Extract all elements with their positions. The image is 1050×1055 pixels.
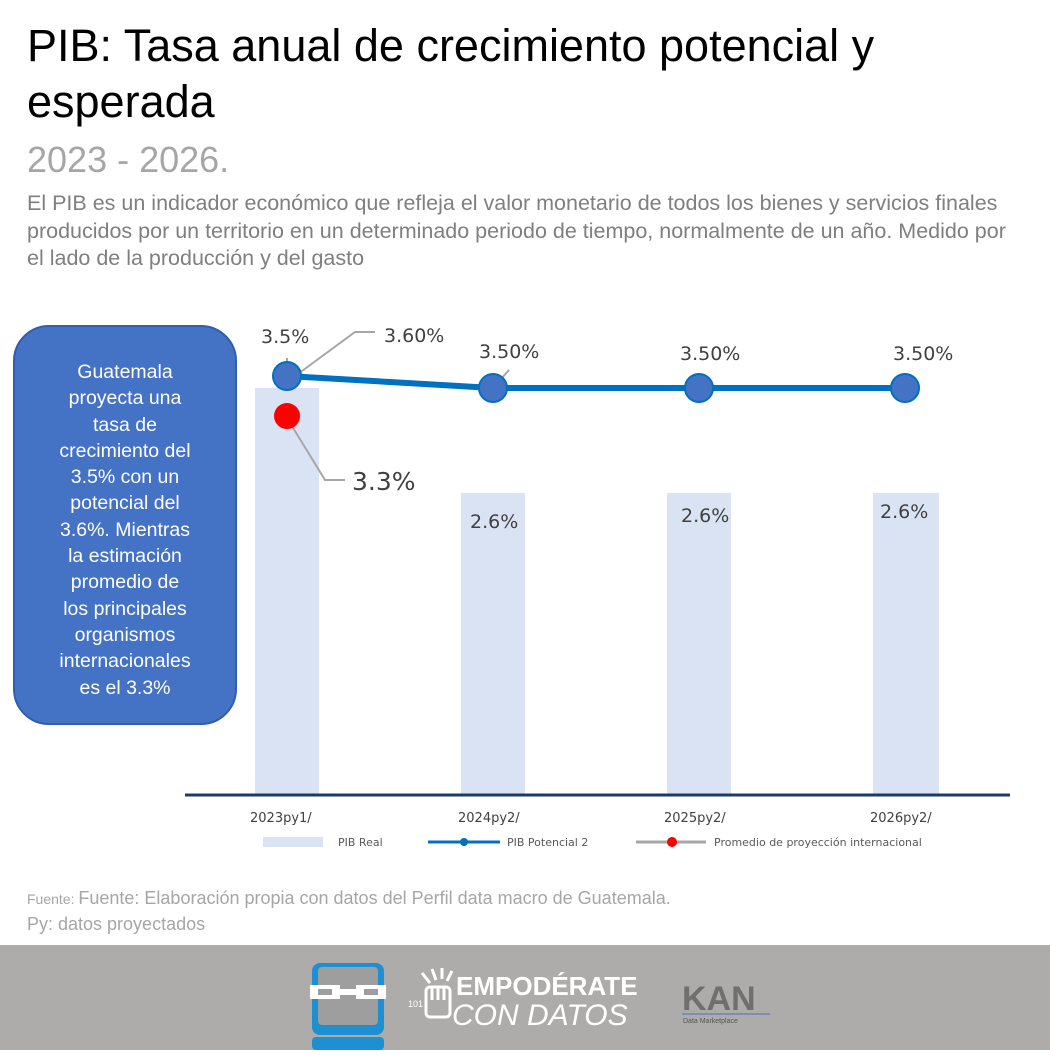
legend-swatch-bar	[263, 837, 323, 847]
logo-line1: EMPODÉRATE	[456, 971, 638, 1001]
bar-label-2023: 3.5%	[261, 326, 309, 348]
legend: PIB Real PIB Potencial 2 Promedio de pro…	[263, 836, 922, 849]
bar-label-2026: 2.6%	[880, 501, 928, 523]
legend-marker-blue	[460, 838, 468, 846]
footer-logos: 101 EMPODÉRATE CON DATOS KAN Data Market…	[310, 963, 770, 1050]
potencial-line	[286, 373, 905, 391]
potencial-label-2024: 3.50%	[479, 341, 539, 363]
bar-2024	[461, 493, 525, 795]
promedio-marker-2023	[274, 403, 300, 429]
potencial-label-2025: 3.50%	[680, 343, 740, 365]
binary-digits: 101	[408, 999, 423, 1009]
bar-2023	[255, 388, 319, 795]
leader-line	[286, 331, 375, 383]
logo-line2: CON DATOS	[452, 999, 628, 1032]
callout-line: es el 3.3%	[79, 676, 171, 699]
robot-mascot-icon	[310, 963, 386, 1050]
legend-label-promedio: Promedio de proyección internacional	[714, 836, 922, 849]
footer-banner: 101 EMPODÉRATE CON DATOS KAN Data Market…	[0, 945, 1050, 1050]
callout-line: 3.5% con un	[70, 466, 180, 489]
description: El PIB es un indicador económico que ref…	[27, 191, 1006, 270]
callout-line: organismos	[74, 623, 176, 646]
legend-label-pib-potencial: PIB Potencial 2	[507, 836, 588, 849]
callout-line: potencial del	[70, 492, 180, 515]
potencial-marker-2024	[478, 373, 508, 403]
callout-line: la estimación	[68, 545, 182, 568]
legend-label-pib-real: PIB Real	[338, 836, 383, 849]
page-title: PIB: Tasa anual de crecimiento potencial…	[27, 20, 875, 127]
potencial-marker-2026	[890, 373, 920, 403]
potencial-label-2023: 3.60%	[384, 325, 444, 347]
callout-line: promedio de	[70, 571, 180, 594]
source-text: Fuente: Elaboración propia con datos del…	[78, 888, 671, 908]
fist-icon	[420, 968, 454, 1019]
leader-line	[286, 417, 345, 481]
callout-line: Guatemala	[77, 361, 173, 383]
callout-line: los principales	[63, 597, 187, 620]
legend-marker-red	[667, 837, 677, 847]
callout-line: tasa de	[93, 413, 157, 436]
page-subtitle: 2023 - 2026.	[27, 139, 230, 180]
empoderate-logo: 101 EMPODÉRATE CON DATOS	[408, 968, 638, 1032]
callout-line: 3.6%. Mientras	[59, 518, 191, 541]
potencial-marker-2025	[684, 373, 714, 403]
callout-box: Guatemala proyecta una tasa de crecimien…	[13, 325, 237, 725]
x-tick-2024: 2024py2/	[458, 811, 520, 826]
source-note: Fuente: Fuente: Elaboración propia con d…	[27, 886, 671, 937]
bar-2026	[873, 493, 939, 795]
callout-line: proyecta una	[68, 387, 182, 410]
callout-line: internacionales	[59, 650, 191, 673]
chart: 3.5% 3.60% 3.50% 3.50% 3.50% 3.3% 2.6% 2…	[185, 325, 1010, 849]
bar-label-2024: 2.6%	[470, 511, 518, 533]
promedio-label-2023: 3.3%	[352, 467, 416, 496]
x-tick-2025: 2025py2/	[664, 811, 726, 826]
source-prefix: Fuente:	[27, 891, 79, 907]
kan-logo: KAN Data Marketplace	[682, 980, 770, 1025]
projection-note: Py: datos proyectados	[27, 914, 206, 934]
bar-label-2025: 2.6%	[681, 505, 729, 527]
x-tick-2026: 2026py2/	[870, 811, 932, 826]
x-tick-2023: 2023py1/	[250, 811, 312, 826]
potencial-label-2026: 3.50%	[893, 343, 953, 365]
kan-name: KAN	[682, 980, 756, 1018]
bar-2025	[667, 493, 731, 795]
potencial-marker-2023	[272, 361, 302, 391]
kan-subtitle: Data Marketplace	[683, 1018, 738, 1025]
callout-line: crecimiento del	[59, 439, 191, 462]
